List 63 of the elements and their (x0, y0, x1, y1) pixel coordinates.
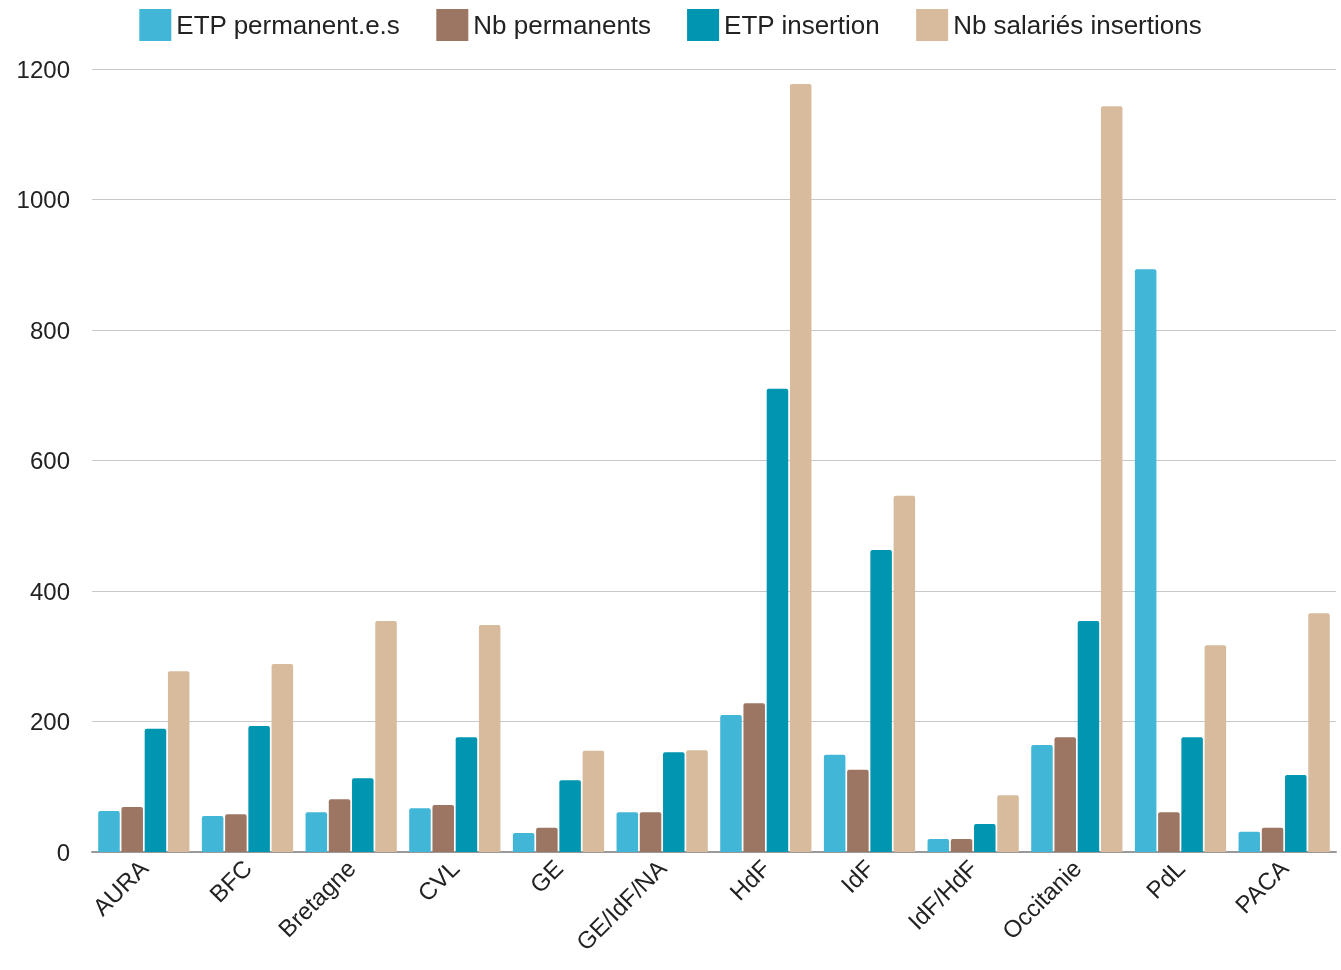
bar (248, 726, 270, 852)
bar (893, 495, 916, 852)
bar (409, 808, 431, 852)
bar (536, 827, 558, 852)
bar (686, 750, 708, 852)
bar (144, 728, 167, 852)
bar (639, 812, 662, 852)
y-tick-label: 0 (56, 838, 70, 866)
y-tick-label: 200 (29, 708, 70, 735)
bar (766, 388, 789, 852)
y-tick-label: 800 (29, 316, 70, 344)
bar (271, 664, 294, 852)
legend-label: ETP insertion (724, 10, 880, 40)
bar (847, 769, 869, 852)
bar (305, 812, 328, 852)
bar (663, 752, 685, 852)
bar (950, 838, 973, 852)
bar (559, 780, 581, 852)
bar (1308, 613, 1330, 852)
bar (225, 814, 247, 852)
bar (1077, 621, 1100, 852)
x-tick-label: CVL (412, 854, 465, 907)
bar (432, 805, 454, 852)
bar (720, 714, 742, 852)
y-tick-label: 1200 (16, 55, 70, 83)
bar (1031, 744, 1053, 852)
bar (743, 703, 765, 852)
bar (974, 823, 996, 852)
bar (582, 750, 605, 852)
bar (352, 778, 374, 852)
bar (512, 833, 535, 852)
x-tick-label: GE (524, 854, 569, 899)
bar (1100, 106, 1123, 852)
bar (823, 754, 846, 852)
legend-label: Nb permanents (473, 10, 652, 40)
bar (870, 549, 892, 852)
bar (789, 84, 812, 852)
x-tick-label: IdF (835, 854, 880, 899)
y-tick-label: 1000 (16, 186, 70, 213)
y-tick-label: 400 (29, 577, 70, 605)
bar (997, 795, 1019, 852)
bar (167, 671, 190, 852)
bar (1181, 737, 1203, 852)
bar (1134, 269, 1157, 852)
bar (616, 812, 639, 852)
bar (1054, 737, 1076, 852)
bar (1285, 775, 1307, 852)
legend-label: ETP permanent.e.s (176, 10, 400, 40)
bar (121, 806, 143, 852)
bar (1261, 827, 1284, 852)
bar (478, 624, 501, 852)
bar (98, 810, 120, 852)
bar (927, 838, 950, 852)
bar (1204, 645, 1227, 852)
bar (455, 737, 478, 852)
x-tick-label: PdL (1140, 854, 1191, 904)
bar (1238, 831, 1261, 852)
legend-label: Nb salariés insertions (953, 10, 1202, 40)
bar (328, 799, 351, 852)
y-tick-label: 600 (29, 447, 70, 474)
bar (1158, 812, 1180, 852)
bar (375, 621, 397, 852)
bar (201, 816, 224, 852)
